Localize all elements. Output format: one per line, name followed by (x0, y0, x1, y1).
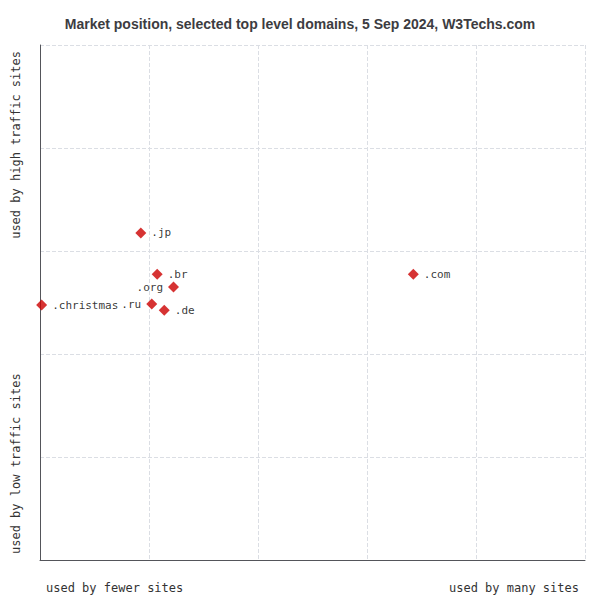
svg-text:.ru: .ru (121, 298, 141, 311)
svg-text:Market position, selected top: Market position, selected top level doma… (65, 16, 535, 32)
svg-text:used by fewer sites: used by fewer sites (46, 581, 183, 595)
svg-text:used by low traffic sites: used by low traffic sites (9, 373, 23, 554)
svg-text:.jp: .jp (151, 226, 171, 239)
svg-text:used by many sites: used by many sites (449, 581, 579, 595)
svg-text:.christmas: .christmas (52, 299, 118, 312)
svg-text:.com: .com (424, 268, 451, 281)
svg-text:used by high traffic sites: used by high traffic sites (9, 51, 23, 239)
svg-text:.org: .org (137, 281, 164, 294)
svg-text:.br: .br (168, 268, 188, 281)
svg-text:.de: .de (175, 304, 195, 317)
